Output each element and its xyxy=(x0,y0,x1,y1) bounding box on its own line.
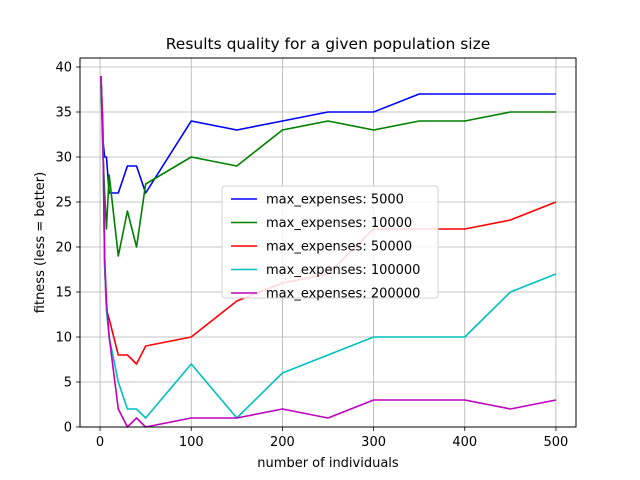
legend-label-1: max_expenses: 10000 xyxy=(266,216,412,231)
x-tick-label: 200 xyxy=(270,435,295,450)
x-tick-label: 500 xyxy=(544,435,569,450)
y-tick-label: 5 xyxy=(64,376,72,391)
series-line-0 xyxy=(100,75,556,194)
legend-label-3: max_expenses: 100000 xyxy=(266,263,420,278)
x-axis-label: number of individuals xyxy=(257,456,399,471)
y-tick-label: 10 xyxy=(55,331,72,346)
x-tick-label: 100 xyxy=(179,435,204,450)
x-tick-label: 0 xyxy=(96,435,104,450)
legend-box xyxy=(221,185,439,299)
legend-label-0: max_expenses: 5000 xyxy=(266,193,404,208)
chart-title: Results quality for a given population s… xyxy=(166,35,491,53)
legend: max_expenses: 5000 max_expenses: 10000 max… xyxy=(221,185,439,302)
y-tick-label: 25 xyxy=(55,196,72,211)
y-tick-label: 20 xyxy=(55,241,72,256)
y-tick-label: 40 xyxy=(55,61,72,76)
plot-frame xyxy=(79,57,577,428)
series-line-1 xyxy=(100,84,556,257)
y-tick-label: 15 xyxy=(55,286,72,301)
series-line-4 xyxy=(100,75,557,428)
x-tick-label: 300 xyxy=(361,435,386,450)
legend-label-2: max_expenses: 50000 xyxy=(266,240,412,255)
ticks: 0 100 200 300 400 500 0 5 10 15 20 25 30 35 40 xyxy=(55,61,568,451)
y-tick-label: 0 xyxy=(64,421,72,436)
y-axis-label: fitness (less = better) xyxy=(33,172,48,313)
legend-label-4: max_expenses: 200000 xyxy=(266,287,420,302)
y-tick-label: 30 xyxy=(55,151,72,166)
series-layer xyxy=(100,75,557,428)
y-tick-label: 35 xyxy=(55,106,72,121)
x-tick-label: 400 xyxy=(452,435,477,450)
